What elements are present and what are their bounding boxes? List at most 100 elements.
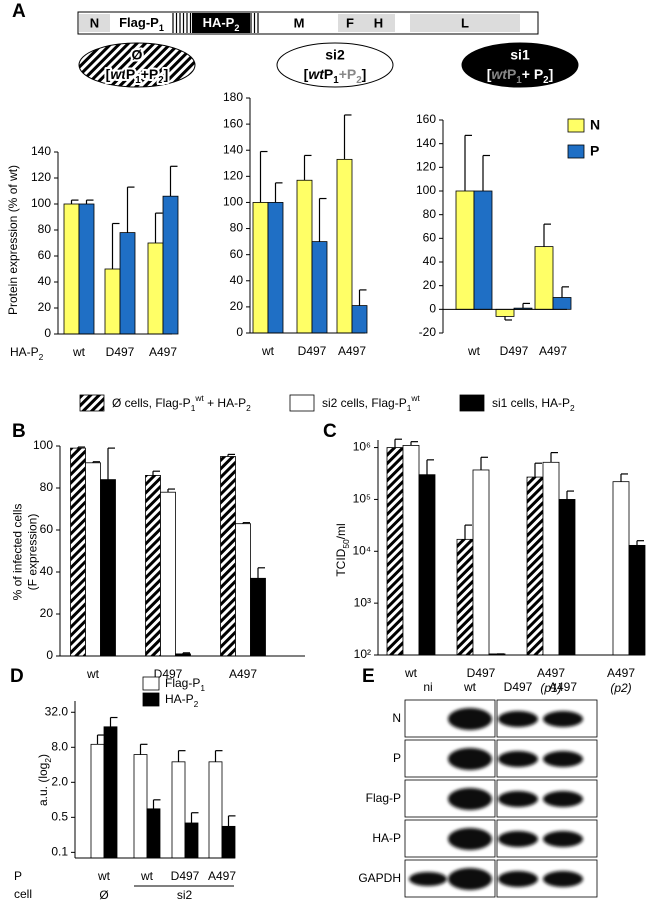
- text-part: a.u. (log: [36, 763, 50, 806]
- panel-label: B: [12, 421, 26, 442]
- text-part: /ml: [334, 523, 348, 539]
- error-bar: [107, 447, 115, 480]
- text-part: 2: [158, 75, 164, 86]
- error-bar: [214, 750, 223, 762]
- y-axis-label: (F expression): [26, 514, 40, 591]
- text-part: 2: [39, 352, 44, 362]
- error-bar: [96, 734, 105, 745]
- panel-label: D: [10, 666, 24, 687]
- y-tick-label: 40: [230, 273, 244, 287]
- blot-row-label: N: [392, 711, 401, 725]
- construct-label: F: [346, 15, 354, 30]
- error-bar: [152, 470, 160, 476]
- bar: [552, 297, 572, 310]
- y-tick-label: 140: [223, 142, 243, 156]
- text-part: Flag-P: [119, 15, 159, 30]
- text-part: 2: [570, 403, 575, 413]
- bar: [221, 825, 236, 859]
- x-tick-label: A497: [149, 345, 177, 359]
- legend-label: P: [590, 143, 599, 159]
- blot-row-label: GAPDH: [358, 871, 401, 885]
- y-axis-label: a.u. (log2): [36, 754, 53, 806]
- error-bar: [139, 743, 148, 755]
- bar: [220, 456, 236, 657]
- bar: [472, 469, 490, 656]
- y-tick-label: 60: [38, 248, 52, 262]
- error-bar: [620, 473, 628, 482]
- blot-column-label: D497: [504, 680, 533, 694]
- y-tick-label: 160: [416, 112, 436, 126]
- blot-band: [448, 708, 492, 730]
- y-tick-label: 120: [416, 160, 436, 174]
- error-bar: [152, 799, 161, 809]
- header-subtitle: [wtP1+P2]: [106, 66, 169, 86]
- x-tick-label: A497: [338, 344, 366, 358]
- y-axis-label: TCID50/ml: [334, 523, 351, 576]
- error-bar: [358, 289, 367, 306]
- legend-swatch: [289, 394, 315, 412]
- y-tick-label: 80: [423, 207, 437, 221]
- text-part: wt: [308, 66, 325, 82]
- construct-label: H: [374, 15, 383, 30]
- bar: [160, 491, 176, 657]
- y-tick-label: 0: [429, 302, 436, 316]
- legend-swatch: [142, 692, 160, 707]
- bar: [612, 481, 630, 656]
- error-bar: [566, 490, 574, 500]
- x-tick-label: wt: [97, 869, 111, 883]
- y-tick-label: 60: [230, 247, 244, 261]
- blot-row-label: P: [393, 751, 401, 765]
- panel-label: A: [12, 1, 26, 22]
- y-tick-label: 180: [223, 90, 243, 104]
- error-bar: [561, 286, 569, 298]
- legend-label: si2 cells, Flag-P1wt: [322, 393, 420, 413]
- construct-label: HA-P2: [203, 15, 240, 33]
- x-tick-label: wt: [467, 344, 481, 358]
- text-part: 1: [200, 683, 205, 693]
- text-part: HA-P: [203, 15, 235, 30]
- error-bar: [257, 567, 265, 579]
- bar: [558, 499, 576, 656]
- x-tick-label: D497: [171, 869, 200, 883]
- blot-band: [448, 748, 492, 770]
- blot-column-label: ni: [423, 680, 432, 694]
- error-bar: [77, 446, 85, 449]
- text-part: P: [126, 66, 135, 82]
- construct-label: Flag-P1: [119, 15, 164, 33]
- error-bar: [426, 459, 434, 475]
- bar: [628, 544, 646, 656]
- x-axis-label: HA-P2: [10, 345, 44, 362]
- bar: [526, 476, 544, 656]
- y-axis-label: % of infected cells: [11, 504, 25, 601]
- text-part: [: [106, 66, 111, 82]
- x-tick-label: D497: [500, 344, 529, 358]
- y-tick-label: 80: [38, 222, 52, 236]
- y-tick-label: 80: [40, 480, 54, 494]
- x-tick-label: A497: [607, 666, 635, 680]
- error-bar: [318, 197, 327, 242]
- header-subtitle: [wtP1+P2]: [304, 66, 367, 86]
- text-part: 1: [407, 403, 412, 413]
- blot-band: [498, 791, 538, 807]
- text-part: HA-P: [10, 345, 39, 359]
- bar: [418, 474, 436, 656]
- blot-band: [543, 751, 583, 767]
- blot-band: [543, 831, 583, 847]
- blot-row-label: HA-P: [372, 831, 401, 845]
- x-tick-note: (p1): [540, 681, 561, 695]
- header-ellipse: [276, 42, 394, 88]
- construct-label: L: [461, 15, 469, 30]
- construct-segment: [79, 14, 110, 32]
- bar: [351, 305, 368, 334]
- header-title: si1: [510, 47, 530, 63]
- bar: [252, 202, 269, 334]
- y-tick-label: 20: [230, 299, 244, 313]
- error-bar: [111, 222, 120, 269]
- y-tick-label: 80: [230, 221, 244, 235]
- legend-swatch: [142, 676, 160, 691]
- x-tick-label: wt: [140, 869, 154, 883]
- bar: [208, 761, 223, 859]
- error-bar: [410, 441, 418, 446]
- y-tick-label: 8.0: [51, 739, 68, 753]
- error-bar: [259, 150, 268, 203]
